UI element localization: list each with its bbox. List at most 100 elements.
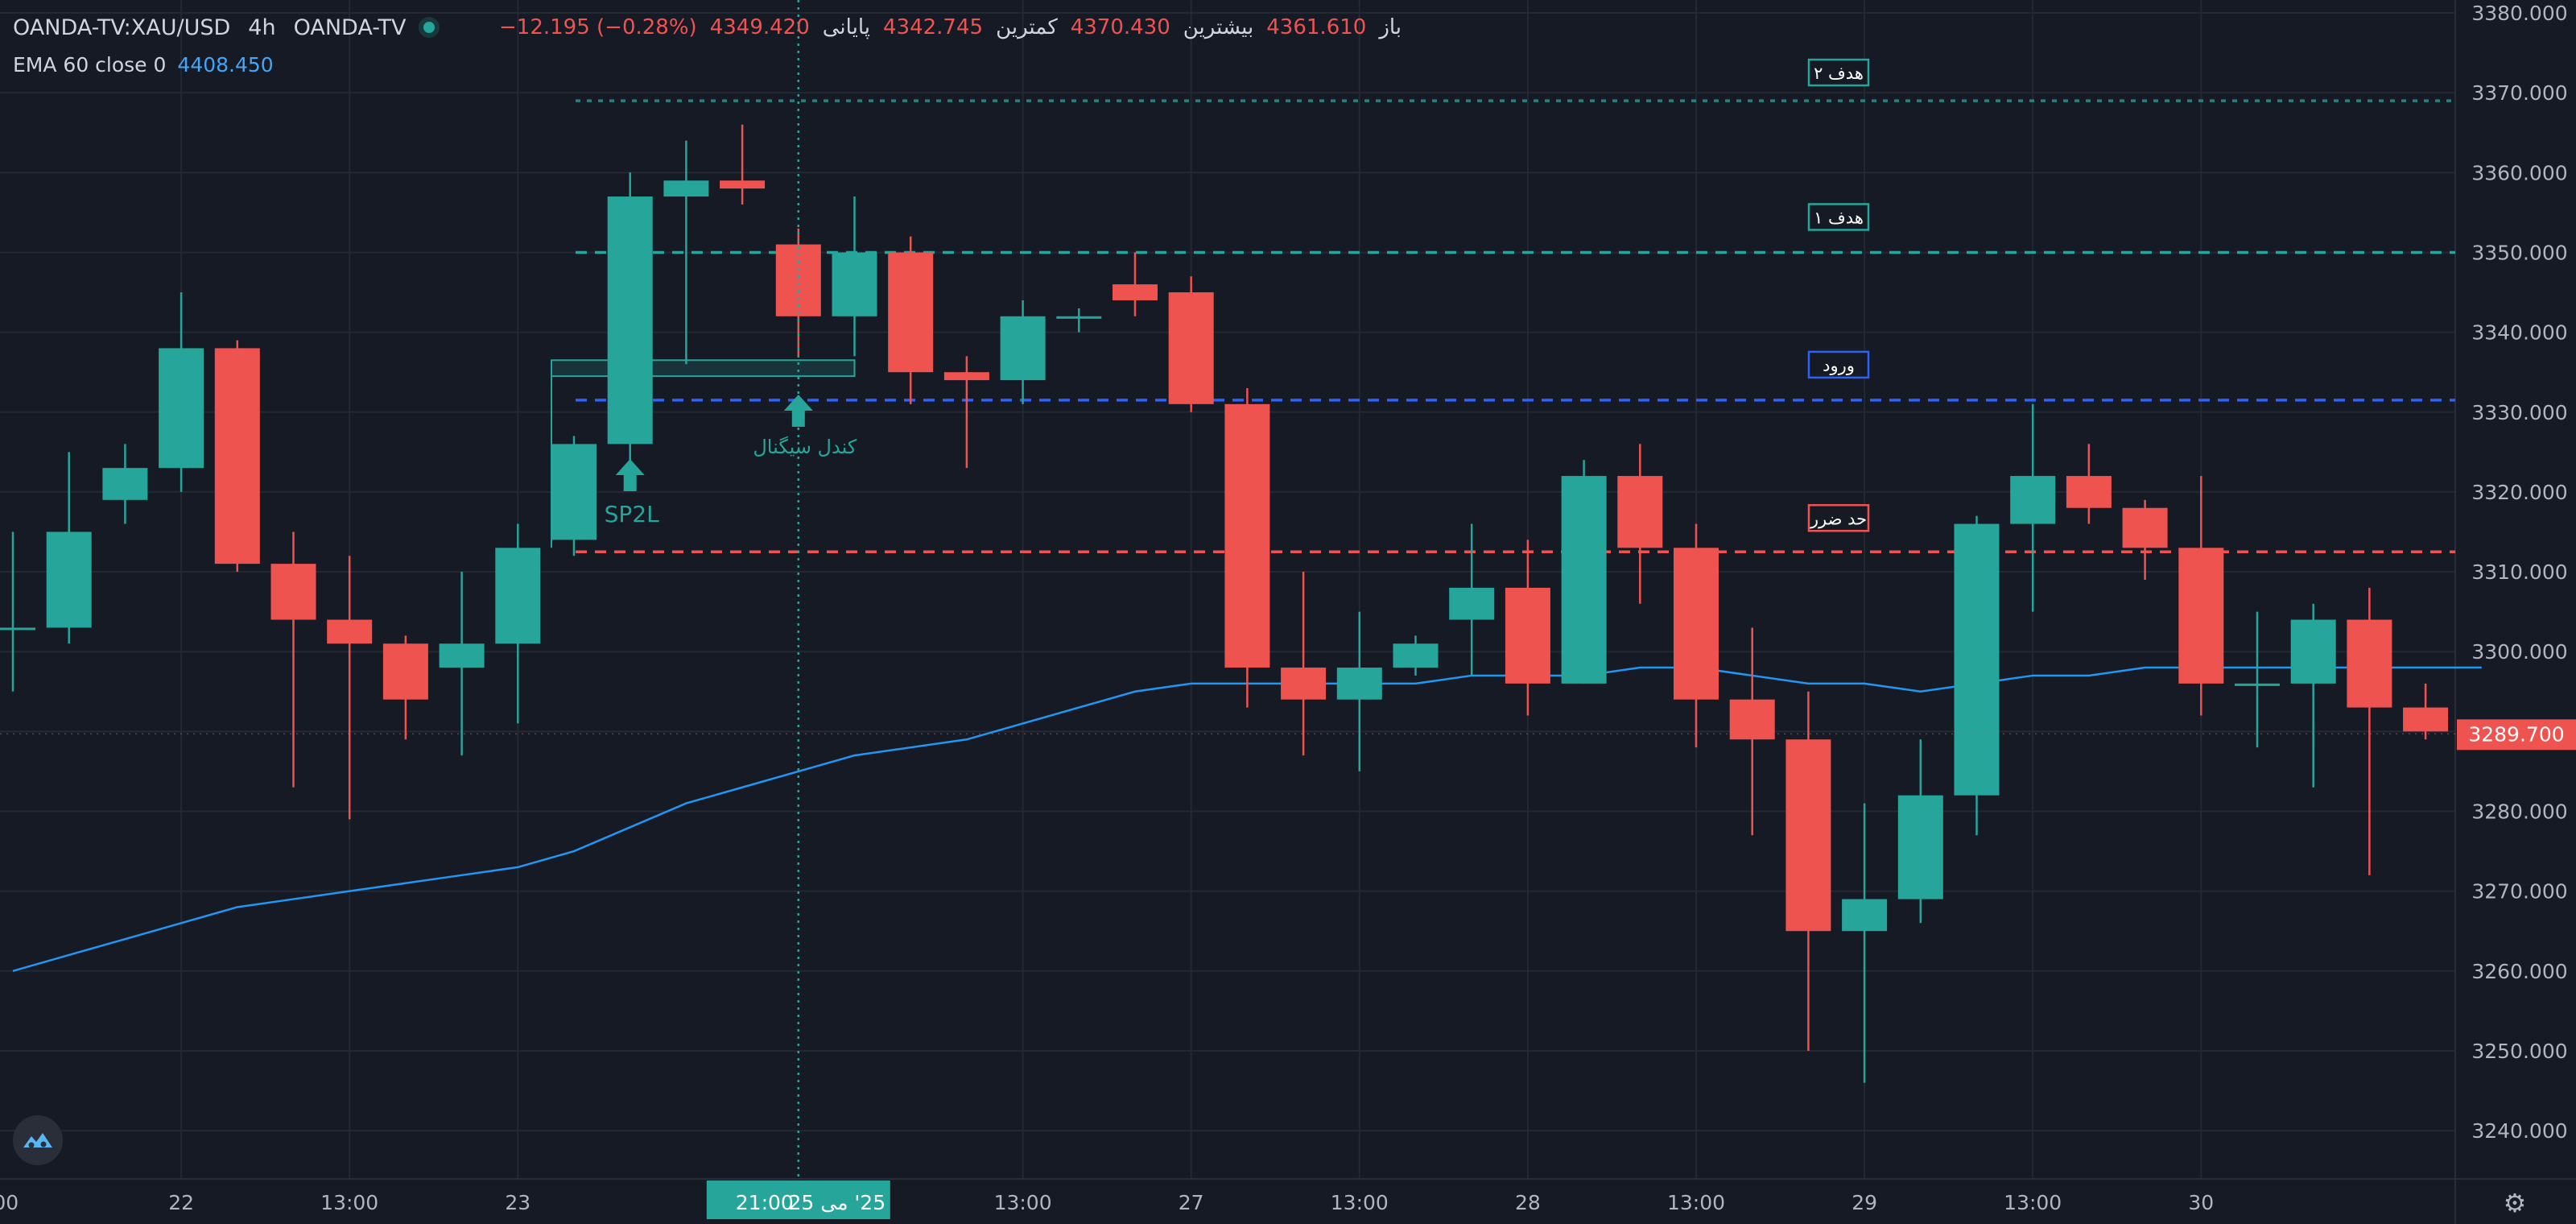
candle-body[interactable]	[1168, 292, 1214, 404]
candle-body[interactable]	[495, 548, 541, 644]
candle-body[interactable]	[1842, 899, 1888, 932]
price-tick-label: 3270.000	[2471, 880, 2567, 904]
candle-body[interactable]	[46, 531, 92, 628]
price-tick-label: 3340.000	[2471, 321, 2567, 345]
candle-body[interactable]	[2347, 619, 2392, 708]
candle-body[interactable]	[439, 643, 485, 668]
candle-body[interactable]	[1729, 699, 1775, 740]
time-tick-label: 27	[1179, 1191, 1204, 1214]
candle-body[interactable]	[720, 180, 766, 189]
candle-body[interactable]	[1505, 587, 1550, 684]
candle-body[interactable]	[943, 372, 989, 381]
ema-line[interactable]	[12, 666, 2482, 973]
time-tick-label: 22	[168, 1191, 194, 1214]
time-tick-label: 29	[1852, 1191, 1877, 1214]
candle-body[interactable]	[1561, 476, 1607, 684]
candle-body[interactable]	[1617, 476, 1663, 548]
candle-body[interactable]	[2010, 476, 2056, 524]
candle-body[interactable]	[0, 627, 35, 631]
candle-body[interactable]	[1281, 668, 1327, 700]
open-label: باز	[1379, 15, 1402, 39]
candle-body[interactable]	[327, 619, 373, 644]
price-tick-label: 3320.000	[2471, 481, 2567, 504]
price-tick-label: 3360.000	[2471, 161, 2567, 184]
signal-candle-label: کندل سیگنال	[753, 436, 857, 458]
tradingview-logo-icon[interactable]	[13, 1115, 63, 1165]
symbol-name[interactable]: OANDA-TV:XAU/USD	[13, 14, 231, 40]
level-label-box[interactable]	[1807, 203, 1870, 231]
candle-body[interactable]	[1449, 587, 1495, 620]
price-tick-label: 3350.000	[2471, 241, 2567, 264]
candle-body[interactable]	[888, 252, 934, 373]
candle-body[interactable]	[214, 348, 260, 564]
candle-body[interactable]	[2403, 707, 2449, 732]
sp2l-label: SP2L	[605, 501, 659, 527]
candle-body[interactable]	[1056, 316, 1102, 319]
price-tick-label: 3240.000	[2471, 1119, 2567, 1143]
candle-body[interactable]	[159, 348, 204, 469]
close-value: 4349.420	[709, 15, 810, 39]
candle-body[interactable]	[1000, 316, 1046, 381]
ema-indicator-label[interactable]: EMA 60 close 0	[13, 52, 167, 76]
time-tick-label: 30	[2188, 1191, 2214, 1214]
candle-body[interactable]	[551, 444, 597, 540]
level-label: ورود	[1823, 356, 1855, 375]
candle-body[interactable]	[2122, 507, 2168, 548]
price-tick-label: 3370.000	[2471, 81, 2567, 105]
ema-indicator-value: 4408.450	[177, 52, 274, 76]
low-label: کمترین	[996, 15, 1058, 39]
candle-body[interactable]	[1224, 403, 1270, 668]
candle-body[interactable]	[1393, 643, 1439, 668]
symbol-header[interactable]: OANDA-TV:XAU/USD 4h OANDA-TV	[13, 11, 436, 43]
candle-body[interactable]	[607, 196, 653, 445]
ohlc-values: باز 4361.610 بیشترین 4370.430 کمترین 434…	[499, 11, 1402, 43]
level-label: حد ضرر	[1810, 509, 1867, 528]
gear-icon[interactable]: ⚙	[2503, 1188, 2527, 1218]
price-tick-label: 3280.000	[2471, 800, 2567, 824]
candle-body[interactable]	[1897, 795, 1943, 899]
time-tick-label: 3:00	[0, 1191, 19, 1214]
crosshair-time-badge	[706, 1181, 890, 1219]
level-label: هدف ۲	[1814, 64, 1864, 83]
time-tick-label: 28	[1515, 1191, 1541, 1214]
candle-body[interactable]	[832, 252, 877, 316]
current-price-badge[interactable]	[2457, 719, 2576, 751]
open-value: 4361.610	[1266, 15, 1367, 39]
signal-zone[interactable]	[551, 359, 856, 378]
price-tick-label: 3260.000	[2471, 960, 2567, 983]
price-tick-label: 3330.000	[2471, 401, 2567, 424]
level-label: هدف ۱	[1814, 208, 1864, 227]
level-label-box[interactable]	[1807, 58, 1870, 87]
time-tick-label: 13:00	[1331, 1191, 1389, 1214]
time-tick-label: 13:00	[994, 1191, 1052, 1214]
crosshair-time-label: 21:00	[736, 1191, 794, 1214]
ema-indicator-legend[interactable]: EMA 60 close 0 4408.450	[13, 50, 274, 79]
candle-body[interactable]	[2235, 683, 2280, 686]
data-source-label: OANDA-TV	[293, 14, 407, 40]
level-label-box[interactable]	[1807, 504, 1870, 532]
price-tick-label: 3380.000	[2471, 2, 2567, 25]
price-tick-label: 3310.000	[2471, 560, 2567, 584]
candle-body[interactable]	[1674, 548, 1719, 700]
candle-body[interactable]	[2290, 619, 2336, 684]
candle-body[interactable]	[1785, 739, 1831, 932]
price-tick-label: 3250.000	[2471, 1040, 2567, 1063]
candle-body[interactable]	[1954, 523, 2000, 796]
candle-body[interactable]	[1336, 668, 1382, 700]
interval-label[interactable]: 4h	[248, 14, 276, 40]
candle-body[interactable]	[1113, 284, 1158, 300]
candle-body[interactable]	[102, 468, 148, 500]
high-label: بیشترین	[1183, 15, 1254, 39]
time-tick-label: 23	[505, 1191, 530, 1214]
change-value: −12.195 (−0.28%)	[499, 15, 697, 39]
candle-body[interactable]	[775, 244, 821, 316]
candle-body[interactable]	[382, 643, 428, 700]
level-label-box[interactable]	[1807, 350, 1870, 379]
candle-body[interactable]	[663, 180, 709, 197]
time-tick-label: 13:00	[1667, 1191, 1725, 1214]
candle-body[interactable]	[2066, 476, 2112, 508]
candle-body[interactable]	[2178, 548, 2224, 684]
candle-body[interactable]	[270, 564, 316, 620]
